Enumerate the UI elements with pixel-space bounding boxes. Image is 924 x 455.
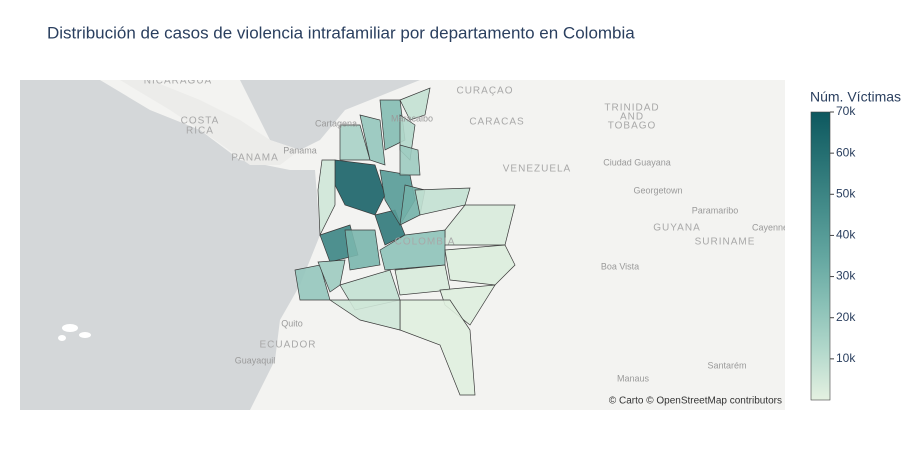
map-label: PANAMA — [231, 153, 279, 164]
colorbar-tick-label: 60k — [836, 145, 856, 159]
department — [444, 244, 516, 286]
map-label: TOBAGO — [608, 121, 657, 132]
chart-title: Distribución de casos de violencia intra… — [47, 23, 635, 42]
department — [328, 299, 401, 331]
colorbar — [810, 111, 831, 401]
department — [317, 259, 346, 293]
department — [317, 159, 336, 237]
map-label: ECUADOR — [259, 340, 316, 351]
map-label: Manaus — [617, 373, 650, 383]
map-label: CURAÇAO — [456, 86, 513, 97]
map-label: Quito — [281, 318, 303, 328]
map-label: Paramaribo — [692, 205, 739, 215]
map-label: NICARAGUA — [144, 76, 212, 87]
colorbar-title: Núm. Víctimas — [810, 89, 901, 105]
land — [20, 80, 300, 165]
map-label: GUYANA — [653, 223, 701, 234]
map-label: Guayaquil — [235, 355, 276, 365]
map-label: COLOMBIA — [395, 237, 456, 248]
colorbar-tick-label: 40k — [836, 228, 856, 242]
colorbar-tick-label: 10k — [836, 351, 856, 365]
map-label: Panama — [283, 145, 317, 155]
map-label: Maracaibo — [391, 113, 433, 123]
map-label: Santarém — [707, 360, 746, 370]
department — [399, 87, 431, 121]
department — [399, 144, 421, 176]
map-label: COSTA — [181, 116, 220, 127]
map-label: RICA — [186, 126, 214, 137]
department — [344, 229, 381, 271]
map-label: Boa Vista — [601, 261, 639, 271]
department — [399, 299, 476, 396]
department — [379, 229, 446, 271]
colorbar-tick-label: 70k — [836, 104, 856, 118]
map-label: TRINIDAD — [604, 103, 659, 114]
departments — [294, 87, 516, 396]
map-label: SURINAME — [695, 237, 756, 248]
department — [294, 264, 331, 301]
map-label: Georgetown — [633, 185, 682, 195]
map-label: CARACAS — [469, 117, 524, 128]
map-label: AND — [620, 112, 644, 123]
map-label: Cayenne — [752, 222, 788, 232]
department — [444, 204, 516, 246]
department — [359, 114, 386, 166]
attribution: © Carto © OpenStreetMap contributors — [609, 396, 782, 407]
colorbar-tick-label: 50k — [836, 186, 856, 200]
colorbar-tick-label: 20k — [836, 310, 856, 324]
colorbar-tick-label: 30k — [836, 269, 856, 283]
map-label: Ciudad Guayana — [603, 157, 671, 167]
map-label: VENEZUELA — [503, 164, 571, 175]
map-label: Cartagena — [315, 118, 357, 128]
islands — [58, 324, 91, 341]
